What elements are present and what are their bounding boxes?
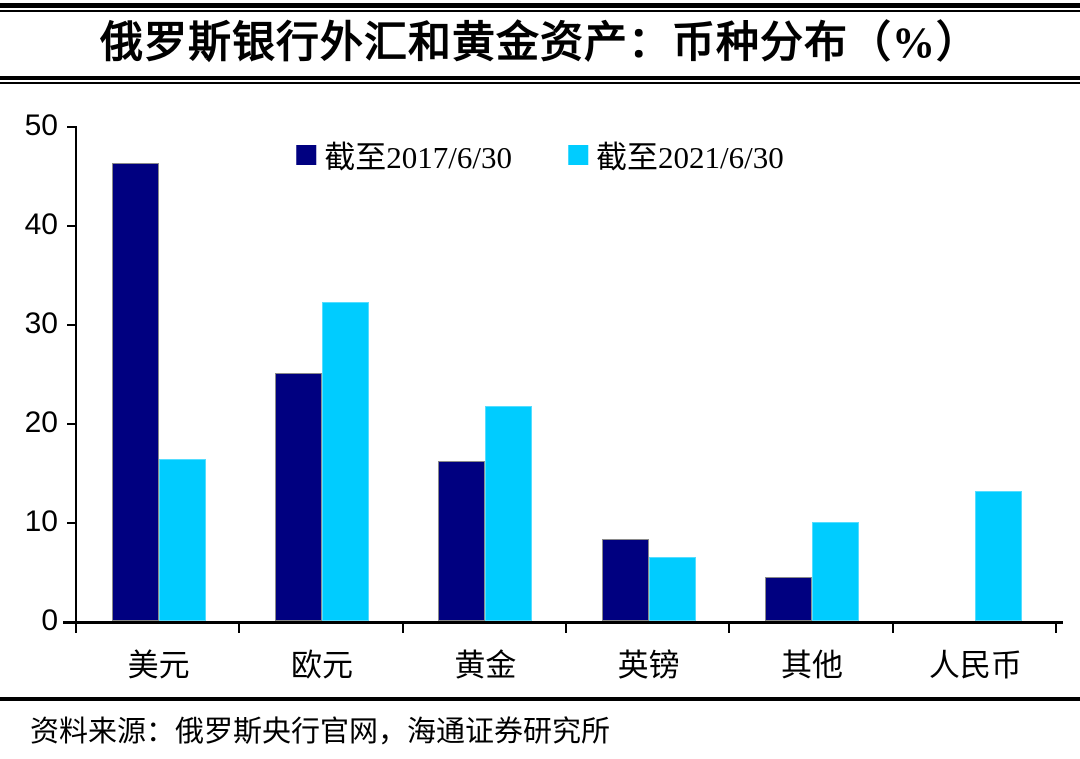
bar-series1-group2 [275, 372, 322, 621]
y-tick-label: 50 [24, 109, 58, 142]
legend-swatch-2017 [296, 144, 317, 165]
bar-series1-group3 [438, 460, 486, 621]
x-category-label: 其他 [781, 648, 843, 683]
y-axis-line [75, 126, 77, 624]
y-tick-label: 0 [41, 604, 58, 637]
chart-legend: 截至2017/6/30 截至2021/6/30 [296, 132, 784, 177]
x-tick [1055, 621, 1057, 633]
bar-series2-group2 [322, 302, 369, 621]
y-tick [67, 423, 77, 425]
bar-series2-group1 [158, 458, 206, 621]
x-category-label: 美元 [127, 648, 190, 683]
x-category-label: 人民币 [928, 648, 1022, 683]
y-tick-label: 20 [24, 406, 58, 439]
bar-series1-group1 [111, 162, 159, 621]
title-block: 俄罗斯银行外汇和黄金资产：币种分布（%） [0, 0, 1080, 84]
bar-series2-group5 [812, 522, 859, 621]
bar-series1-group5 [765, 577, 812, 621]
bar-series2-group3 [485, 406, 533, 621]
x-category-label: 黄金 [454, 648, 517, 683]
title-underline-thick [0, 76, 1080, 80]
top-rule-thin [0, 10, 1080, 12]
footer-rule [0, 697, 1080, 701]
bar-series1-group4 [601, 538, 649, 621]
x-category-label: 英镑 [617, 648, 680, 683]
x-tick [75, 621, 77, 633]
legend-item-2021: 截至2021/6/30 [568, 132, 784, 177]
top-rule-thick [0, 3, 1080, 8]
x-category-label: 欧元 [291, 648, 353, 683]
title-underline-thin [0, 82, 1080, 84]
y-tick-label: 30 [24, 307, 58, 340]
legend-swatch-2021 [568, 144, 588, 165]
y-tick [67, 225, 77, 227]
x-tick [238, 621, 241, 633]
y-tick-label: 10 [24, 505, 58, 538]
legend-item-2017: 截至2017/6/30 [296, 132, 512, 177]
x-tick [401, 621, 404, 633]
x-axis-line [63, 621, 1063, 624]
x-tick [891, 621, 894, 633]
y-tick [67, 621, 77, 623]
y-tick-label: 40 [24, 208, 58, 241]
y-tick [67, 324, 77, 326]
y-tick [67, 522, 77, 524]
source-note: 资料来源：俄罗斯央行官网，海通证券研究所 [30, 716, 611, 748]
legend-label-2021: 截至2021/6/30 [596, 140, 784, 175]
bar-series2-group4 [648, 556, 696, 621]
y-tick [67, 126, 77, 128]
bar-series2-group6 [975, 491, 1023, 621]
chart-title: 俄罗斯银行外汇和黄金资产：币种分布（%） [100, 20, 980, 67]
legend-label-2017: 截至2017/6/30 [324, 140, 512, 175]
x-tick [728, 621, 731, 633]
x-tick [565, 621, 567, 633]
